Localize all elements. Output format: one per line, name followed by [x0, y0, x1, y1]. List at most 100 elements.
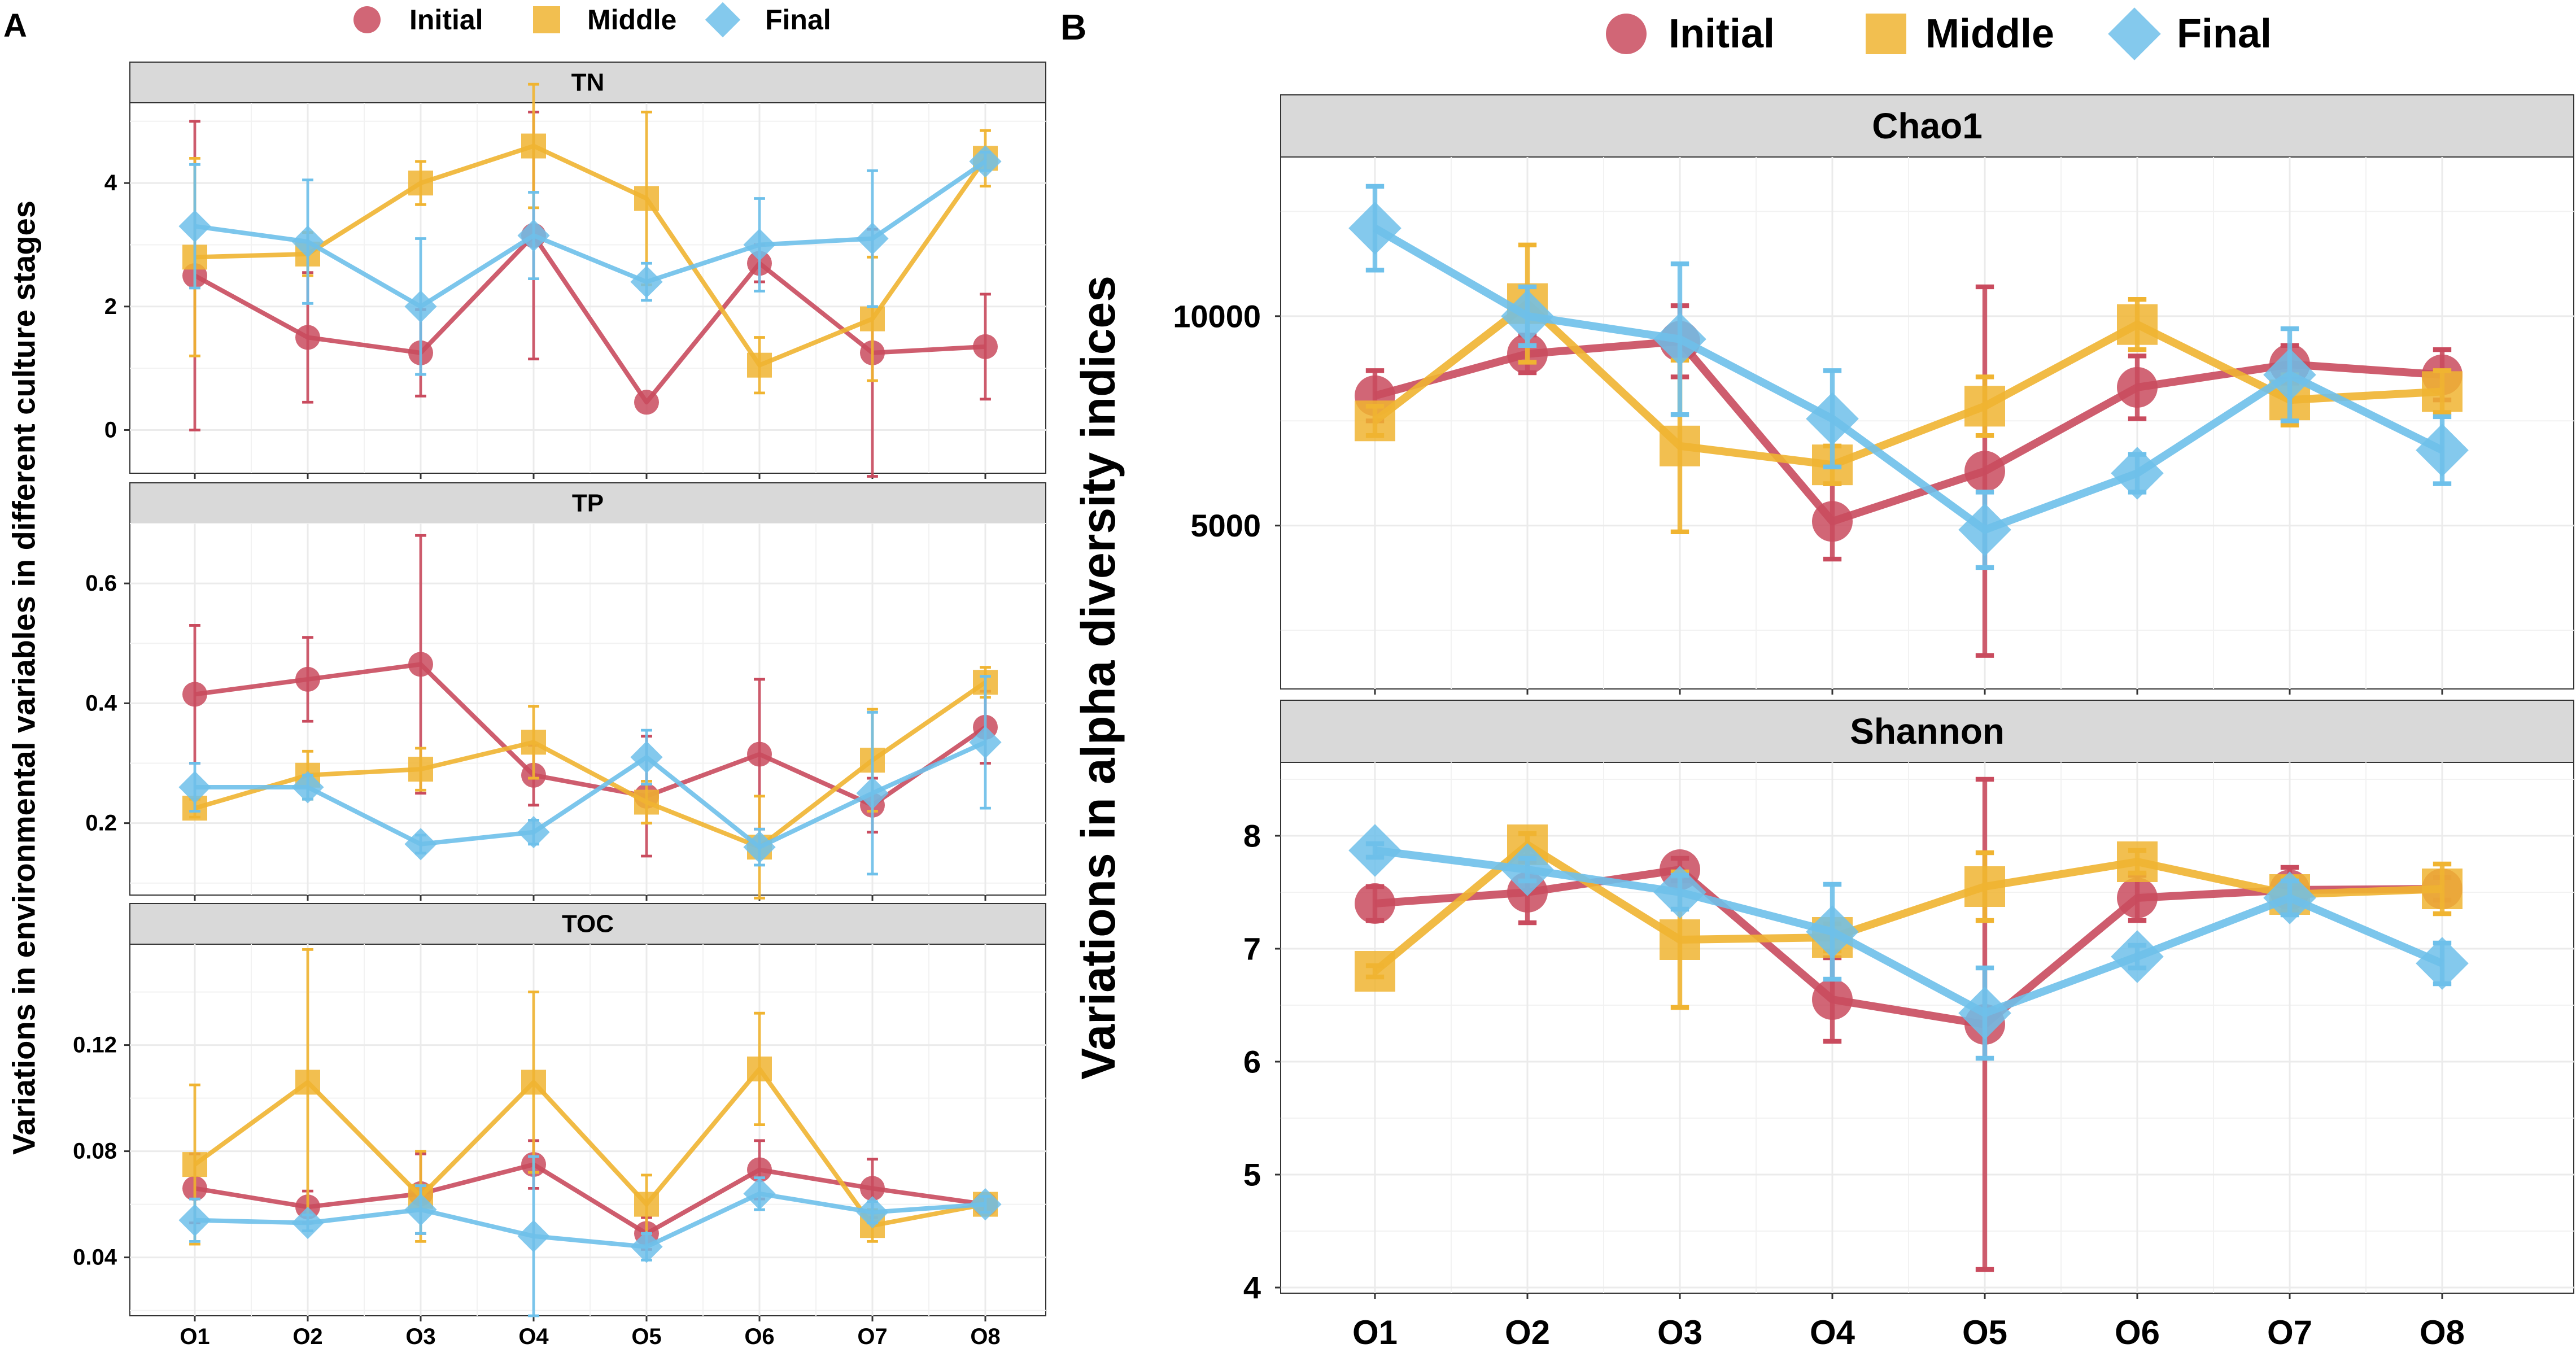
data-point: [291, 1206, 324, 1240]
series-line: [194, 1191, 986, 1249]
data-point: [521, 1070, 546, 1095]
data-point: [747, 741, 772, 767]
data-point: [634, 1192, 659, 1217]
data-point: [521, 730, 546, 755]
plot-area: [1280, 762, 2574, 1294]
data-point: [1964, 866, 2005, 907]
y-tick-label: 0.6: [85, 571, 117, 596]
data-point: [291, 225, 324, 258]
data-point: [1958, 987, 2011, 1040]
data-point: [182, 1152, 207, 1177]
data-point: [856, 222, 889, 255]
facet-strip: [1280, 94, 2574, 158]
data-point: [1806, 905, 1859, 958]
facet-strip: [129, 903, 1046, 945]
data-point: [1501, 290, 1554, 343]
series-line: [1374, 337, 2443, 526]
x-tick-label: O7: [857, 1324, 887, 1349]
plot-area: [129, 523, 1046, 896]
data-point: [295, 666, 320, 692]
legend: Initial Middle Final: [1606, 7, 2272, 60]
y-tick-label: 0.4: [85, 691, 117, 715]
data-point: [2111, 930, 2164, 983]
series-line: [193, 1066, 986, 1228]
data-point: [1653, 312, 1706, 366]
series-line: [1372, 841, 2443, 975]
y-tick-label: 6: [1243, 1044, 1261, 1080]
x-tick-label: O2: [292, 1324, 322, 1349]
data-point: [1355, 400, 1395, 442]
facet-tp: TP 0.2 0.4 0.6: [85, 482, 1046, 901]
series-line: [195, 740, 986, 850]
data-point: [1964, 451, 2005, 492]
data-point: [1964, 386, 2005, 427]
series-final: [178, 675, 1002, 876]
data-point: [178, 1204, 211, 1237]
x-tick-label: O6: [2115, 1314, 2160, 1351]
y-tick-label: 0: [104, 417, 117, 442]
data-point: [1501, 843, 1554, 896]
legend-marker-initial: [353, 6, 381, 33]
data-point: [860, 1176, 885, 1201]
data-point: [408, 652, 433, 677]
data-point: [969, 726, 1002, 758]
data-point: [2263, 871, 2316, 924]
series-final: [1348, 184, 2469, 570]
facet-strip: [129, 482, 1046, 524]
series-line: [194, 662, 987, 808]
data-point: [743, 1177, 776, 1210]
facet-tn: TN 0 2 4: [104, 62, 1046, 479]
data-point: [1812, 501, 1853, 542]
data-point: [2422, 869, 2463, 909]
series-final: [178, 1155, 1002, 1317]
facet-title: TP: [572, 490, 604, 517]
data-point: [630, 1231, 663, 1263]
panel-A: A Initial Middle Final Variations in environ…: [3, 2, 1046, 1349]
data-point: [517, 1220, 550, 1253]
y-tick-label: 5000: [1190, 508, 1261, 543]
legend-marker-final: [2108, 7, 2161, 60]
legend-label-middle: Middle: [1926, 11, 2054, 56]
x-tick-label: O2: [1505, 1314, 1550, 1351]
data-point: [743, 831, 776, 863]
data-point: [182, 682, 207, 707]
legend-marker-initial: [1606, 14, 1647, 54]
data-point: [295, 325, 320, 350]
data-point: [291, 771, 324, 804]
x-tick-label: O4: [518, 1324, 549, 1349]
data-point: [1958, 503, 2011, 556]
data-point: [408, 757, 433, 782]
x-tick-label: O3: [1657, 1314, 1702, 1351]
series-line: [194, 233, 986, 405]
y-tick-label: 5: [1243, 1157, 1261, 1193]
y-tick-label: 4: [1243, 1270, 1261, 1306]
data-point: [404, 1193, 437, 1226]
facet-strip: [1280, 700, 2574, 763]
series-line: [1374, 847, 2444, 1017]
facet-strip: [129, 62, 1046, 103]
data-point: [969, 1188, 1002, 1221]
series-final: [1348, 824, 2469, 1061]
y-tick-label: 0.08: [73, 1139, 117, 1164]
legend-label-middle: Middle: [587, 4, 676, 36]
data-point: [1355, 951, 1395, 992]
y-tick-label: 0.04: [73, 1245, 117, 1270]
y-tick-label: 7: [1243, 931, 1261, 967]
plot-area: [1280, 156, 2574, 690]
y-axis-label: Variations in environmental variables in…: [6, 200, 42, 1155]
data-point: [1348, 824, 1401, 877]
y-tick-label: 8: [1243, 818, 1261, 854]
legend-label-initial: Initial: [409, 4, 483, 36]
data-point: [856, 1196, 889, 1229]
data-point: [634, 789, 659, 815]
x-tick-label: O1: [180, 1324, 209, 1349]
data-point: [1355, 883, 1395, 924]
data-point: [860, 306, 885, 331]
data-point: [178, 210, 211, 243]
data-point: [747, 1157, 772, 1183]
data-point: [2117, 878, 2158, 918]
x-tick-label: O8: [970, 1324, 1000, 1349]
data-point: [1348, 202, 1401, 255]
facet-title: TN: [571, 69, 605, 97]
data-point: [1806, 392, 1859, 446]
